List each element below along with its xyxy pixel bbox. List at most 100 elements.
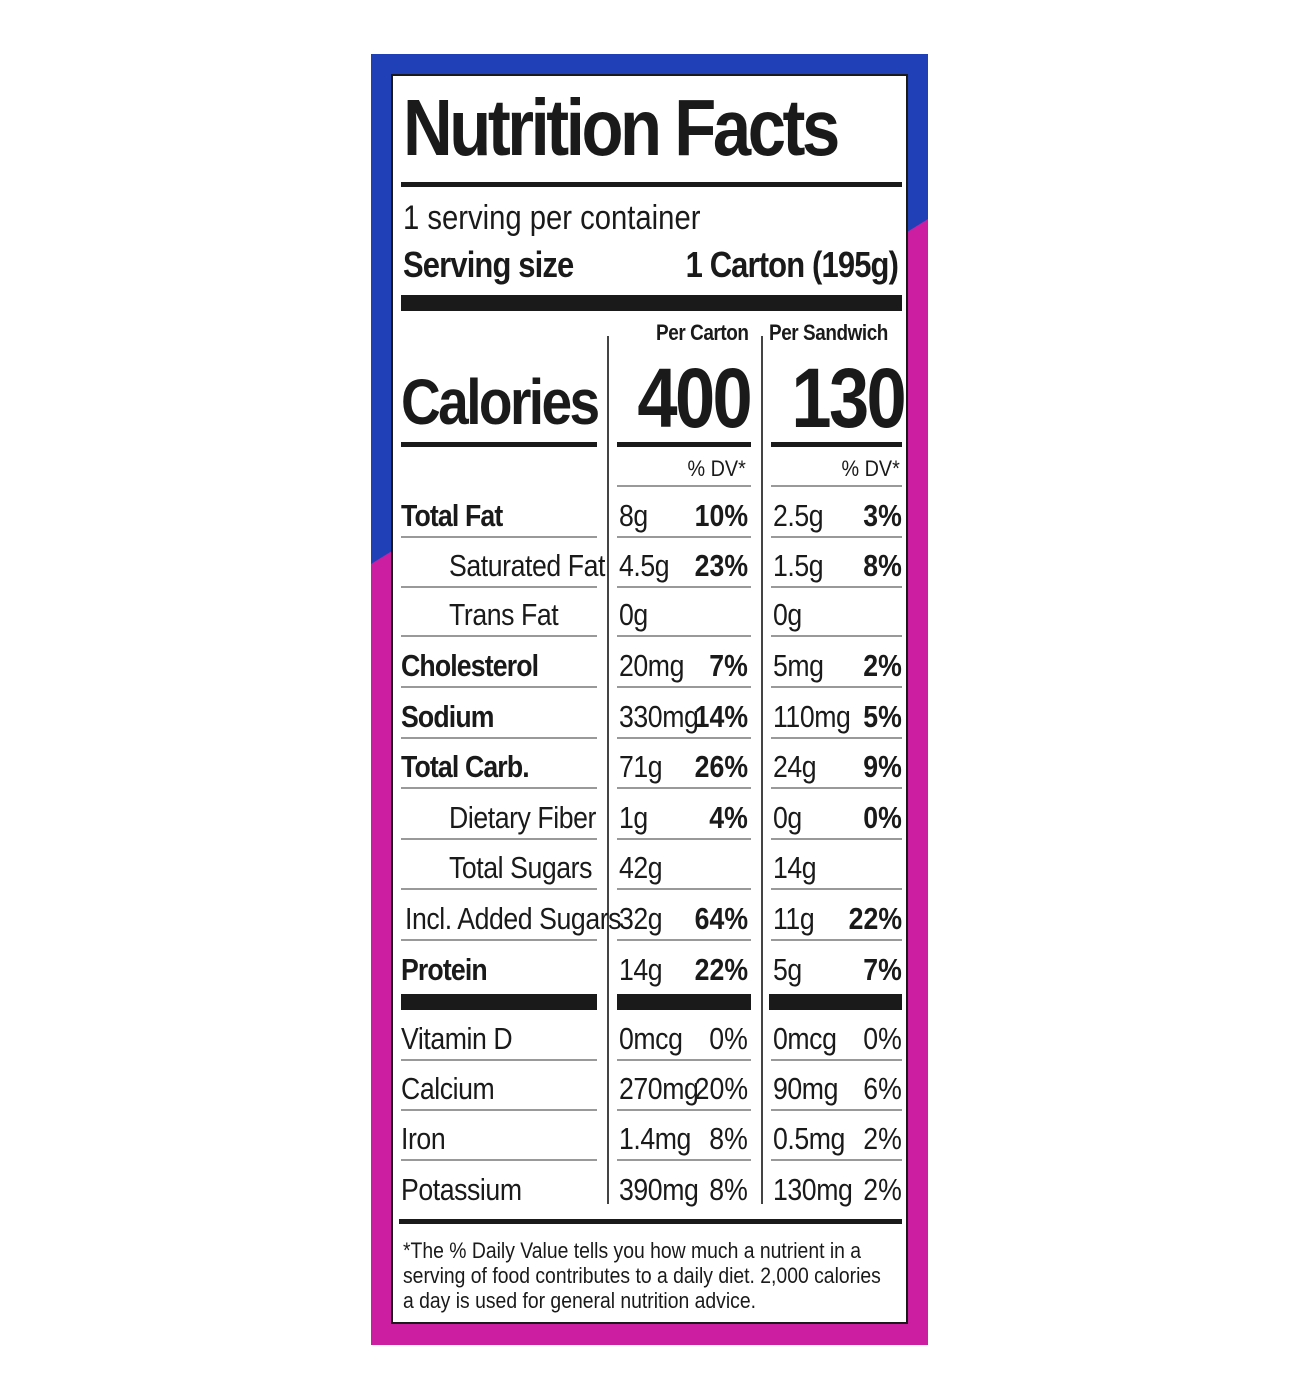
row-protein: Protein 14g 22% 5g 7%	[393, 942, 910, 992]
title-rule	[401, 182, 902, 187]
row-separator	[771, 787, 902, 789]
row-separator	[771, 586, 902, 588]
nutrient-name: Dietary Fiber	[449, 800, 597, 835]
row-separator	[771, 737, 902, 739]
row-separator	[401, 1109, 597, 1111]
per-sandwich-dv: 2%	[863, 1121, 902, 1156]
column-divider-2	[761, 336, 763, 1204]
row-separator	[771, 1159, 902, 1161]
per-carton-amount: 71g	[619, 749, 663, 784]
per-sandwich-amount: 14g	[773, 850, 817, 885]
per-sandwich-amount: 90mg	[773, 1071, 838, 1106]
row-separator	[401, 536, 597, 538]
row-separator	[771, 1109, 902, 1111]
nutrient-name: Total Sugars	[449, 850, 593, 885]
serving-size-value: 1 Carton (195g)	[685, 244, 899, 285]
per-sandwich-dv: 9%	[863, 749, 902, 784]
row-separator	[771, 536, 902, 538]
per-sandwich-amount: 130mg	[773, 1172, 853, 1207]
per-sandwich-dv: 3%	[863, 498, 902, 533]
row-separator	[617, 838, 751, 840]
serving-thick-rule	[401, 295, 902, 311]
vitamin-thick-rule-col1	[617, 994, 751, 1010]
dv-header-col1: % DV*	[687, 456, 746, 481]
nutrient-name: Vitamin D	[401, 1021, 513, 1056]
per-carton-dv: 8%	[709, 1121, 748, 1156]
row-separator	[617, 686, 751, 688]
row-separator	[617, 787, 751, 789]
row-total-sugars: Total Sugars 42g 14g	[393, 840, 910, 890]
footnote: *The % Daily Value tells you how much a …	[403, 1238, 881, 1313]
per-carton-dv: 8%	[709, 1172, 748, 1207]
per-carton-dv: 22%	[694, 952, 748, 987]
per-sandwich-dv: 2%	[863, 1172, 902, 1207]
vitamin-thick-rule-col2	[769, 994, 902, 1010]
nutrient-name: Saturated Fat	[449, 548, 605, 583]
per-carton-amount: 32g	[619, 901, 663, 936]
row-separator	[617, 737, 751, 739]
per-sandwich-amount: 5mg	[773, 648, 824, 683]
row-separator	[771, 635, 902, 637]
row-cholesterol: Cholesterol 20mg 7% 5mg 2%	[393, 638, 910, 688]
per-sandwich-dv: 6%	[863, 1071, 902, 1106]
per-carton-dv: 20%	[694, 1071, 748, 1106]
nutrient-name: Iron	[401, 1121, 446, 1156]
per-sandwich-amount: 11g	[773, 901, 815, 936]
row-potassium: Potassium 390mg 8% 130mg 2%	[393, 1162, 910, 1212]
row-separator	[401, 586, 597, 588]
per-carton-dv: 0%	[709, 1021, 748, 1056]
col2-header: Per Sandwich	[769, 320, 888, 345]
row-separator	[401, 1059, 597, 1061]
row-total-fat: Total Fat 8g 10% 2.5g 3%	[393, 488, 910, 538]
per-sandwich-amount: 110mg	[773, 699, 851, 734]
nutrient-name: Incl. Added Sugars	[405, 901, 622, 936]
row-separator	[771, 939, 902, 941]
row-separator	[617, 888, 751, 890]
row-separator	[771, 888, 902, 890]
row-separator	[401, 838, 597, 840]
row-trans-fat: Trans Fat 0g 0g	[393, 587, 910, 637]
row-separator	[771, 686, 902, 688]
dv-header-sep-col2	[771, 485, 902, 487]
footnote-rule	[399, 1219, 902, 1224]
column-divider-1	[607, 336, 609, 1204]
dv-header-sep-col1	[617, 485, 751, 487]
per-sandwich-amount: 2.5g	[773, 498, 824, 533]
row-separator	[401, 888, 597, 890]
row-calcium: Calcium 270mg 20% 90mg 6%	[393, 1061, 910, 1111]
row-dietary-fiber: Dietary Fiber 1g 4% 0g 0%	[393, 790, 910, 840]
per-carton-amount: 330mg	[619, 699, 699, 734]
row-separator	[401, 635, 597, 637]
nutrient-name: Potassium	[401, 1172, 522, 1207]
row-separator	[617, 1059, 751, 1061]
nutrient-name: Cholesterol	[401, 648, 539, 683]
row-separator	[617, 586, 751, 588]
nutrient-name: Total Carb.	[401, 749, 530, 784]
per-sandwich-amount: 24g	[773, 749, 817, 784]
row-separator	[617, 939, 751, 941]
per-sandwich-dv: 0%	[863, 1021, 902, 1056]
row-separator	[401, 939, 597, 941]
nutrition-facts-title: Nutrition Facts	[403, 83, 840, 172]
per-carton-dv: 14%	[694, 699, 748, 734]
per-sandwich-dv: 2%	[863, 648, 902, 683]
dv-header-col2: % DV*	[841, 456, 900, 481]
nutrient-name: Sodium	[401, 699, 494, 734]
row-separator	[617, 536, 751, 538]
per-sandwich-amount: 0.5mg	[773, 1121, 845, 1156]
per-sandwich-amount: 1.5g	[773, 548, 824, 583]
per-sandwich-dv: 7%	[863, 952, 902, 987]
row-iron: Iron 1.4mg 8% 0.5mg 2%	[393, 1111, 910, 1161]
calories-per-carton: 400	[637, 351, 752, 445]
row-saturated-fat: Saturated Fat 4.5g 23% 1.5g 8%	[393, 538, 910, 588]
nutrient-name: Trans Fat	[449, 597, 559, 632]
row-sodium: Sodium 330mg 14% 110mg 5%	[393, 689, 910, 739]
row-separator	[401, 737, 597, 739]
nutrition-facts-panel: Nutrition Facts 1 serving per container …	[391, 74, 908, 1324]
nutrient-name: Calcium	[401, 1071, 495, 1106]
calories-label: Calories	[401, 366, 600, 438]
row-separator	[401, 686, 597, 688]
per-sandwich-dv: 5%	[863, 699, 902, 734]
row-vitamin-d: Vitamin D 0mcg 0% 0mcg 0%	[393, 1011, 910, 1061]
per-sandwich-amount: 0g	[773, 597, 802, 632]
